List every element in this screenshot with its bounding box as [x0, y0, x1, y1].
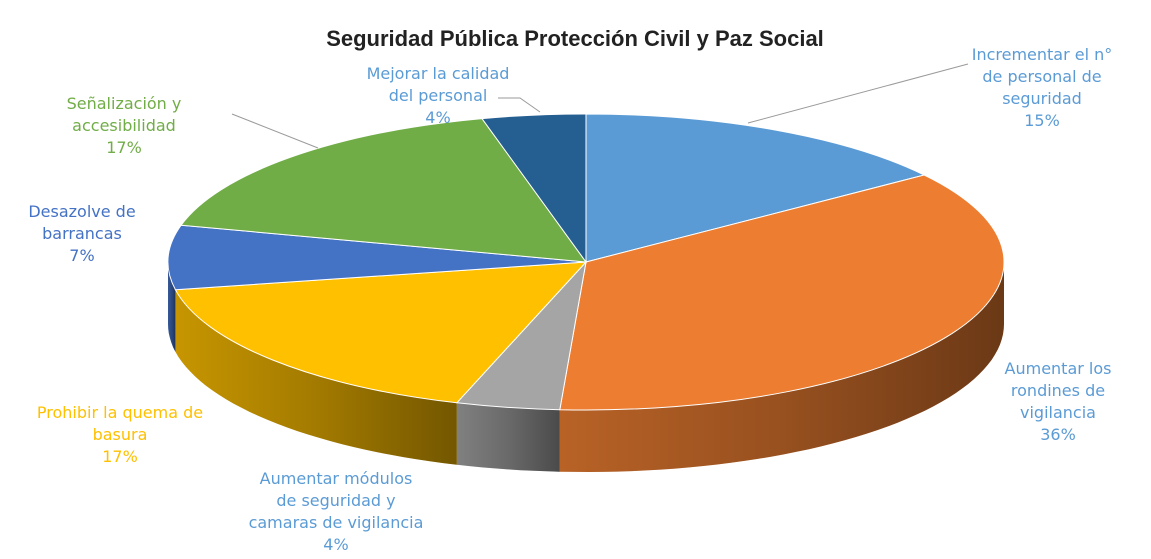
data-label-line: accesibilidad [72, 116, 176, 135]
data-label-line: de seguridad y [276, 491, 395, 510]
pie-slices [167, 113, 1005, 411]
slice [174, 261, 588, 404]
chart-title: Seguridad Pública Protección Civil y Paz… [326, 26, 824, 51]
data-label-value: 4% [425, 108, 450, 127]
data-label-line: de personal de [982, 67, 1101, 86]
data-label-value: 17% [102, 447, 138, 466]
data-label: Desazolve de barrancas 7% [28, 202, 135, 265]
data-label: Señalización y accesibilidad 17% [67, 94, 182, 157]
slice [180, 118, 588, 263]
data-label-line: Desazolve de [28, 202, 135, 221]
data-label-line: Incrementar el n° [972, 45, 1113, 64]
data-label-value: 7% [69, 246, 94, 265]
data-label-line: camaras de vigilancia [249, 513, 424, 532]
data-label: Aumentar módulos de seguridad y camaras de… [249, 469, 424, 554]
data-label-line: Aumentar módulos [260, 469, 413, 488]
data-label-line: Señalización y [67, 94, 182, 113]
data-label-line: Mejorar la calidad [367, 64, 510, 83]
data-label-value: 4% [323, 535, 348, 554]
data-labels: Incrementar el n° de personal de seguridad… [28, 45, 1112, 554]
slice [167, 224, 587, 291]
leader-line [747, 63, 969, 124]
data-label-line: vigilancia [1020, 403, 1096, 422]
data-label-line: barrancas [42, 224, 122, 243]
slice-side-shade [175, 289, 457, 465]
data-label-line: Prohibir la quema de [37, 403, 203, 422]
slice-side-shade [168, 262, 176, 352]
data-label-value: 15% [1024, 111, 1060, 130]
data-label-line: seguridad [1002, 89, 1082, 108]
data-label-line: rondines de [1011, 381, 1105, 400]
data-label: Prohibir la quema de basura 17% [37, 403, 203, 466]
data-label: Aumentar los rondines de vigilancia 36% [1005, 359, 1112, 444]
data-label-line: Aumentar los [1005, 359, 1112, 378]
slice [481, 113, 587, 264]
data-label: Mejorar la calidad del personal 4% [367, 64, 510, 127]
data-label: Incrementar el n° de personal de seguridad… [972, 45, 1113, 130]
slice [585, 113, 926, 263]
leader-line [231, 113, 319, 149]
leader-lines [231, 63, 969, 149]
data-label-line: del personal [389, 86, 488, 105]
data-label-value: 17% [106, 138, 142, 157]
leader-line [498, 97, 541, 113]
data-label-line: basura [93, 425, 148, 444]
slice-side-shade [559, 262, 1004, 472]
pie-sides [168, 262, 1004, 472]
data-label-value: 36% [1040, 425, 1076, 444]
slice-side-shade [456, 402, 560, 472]
slice [559, 174, 1005, 411]
